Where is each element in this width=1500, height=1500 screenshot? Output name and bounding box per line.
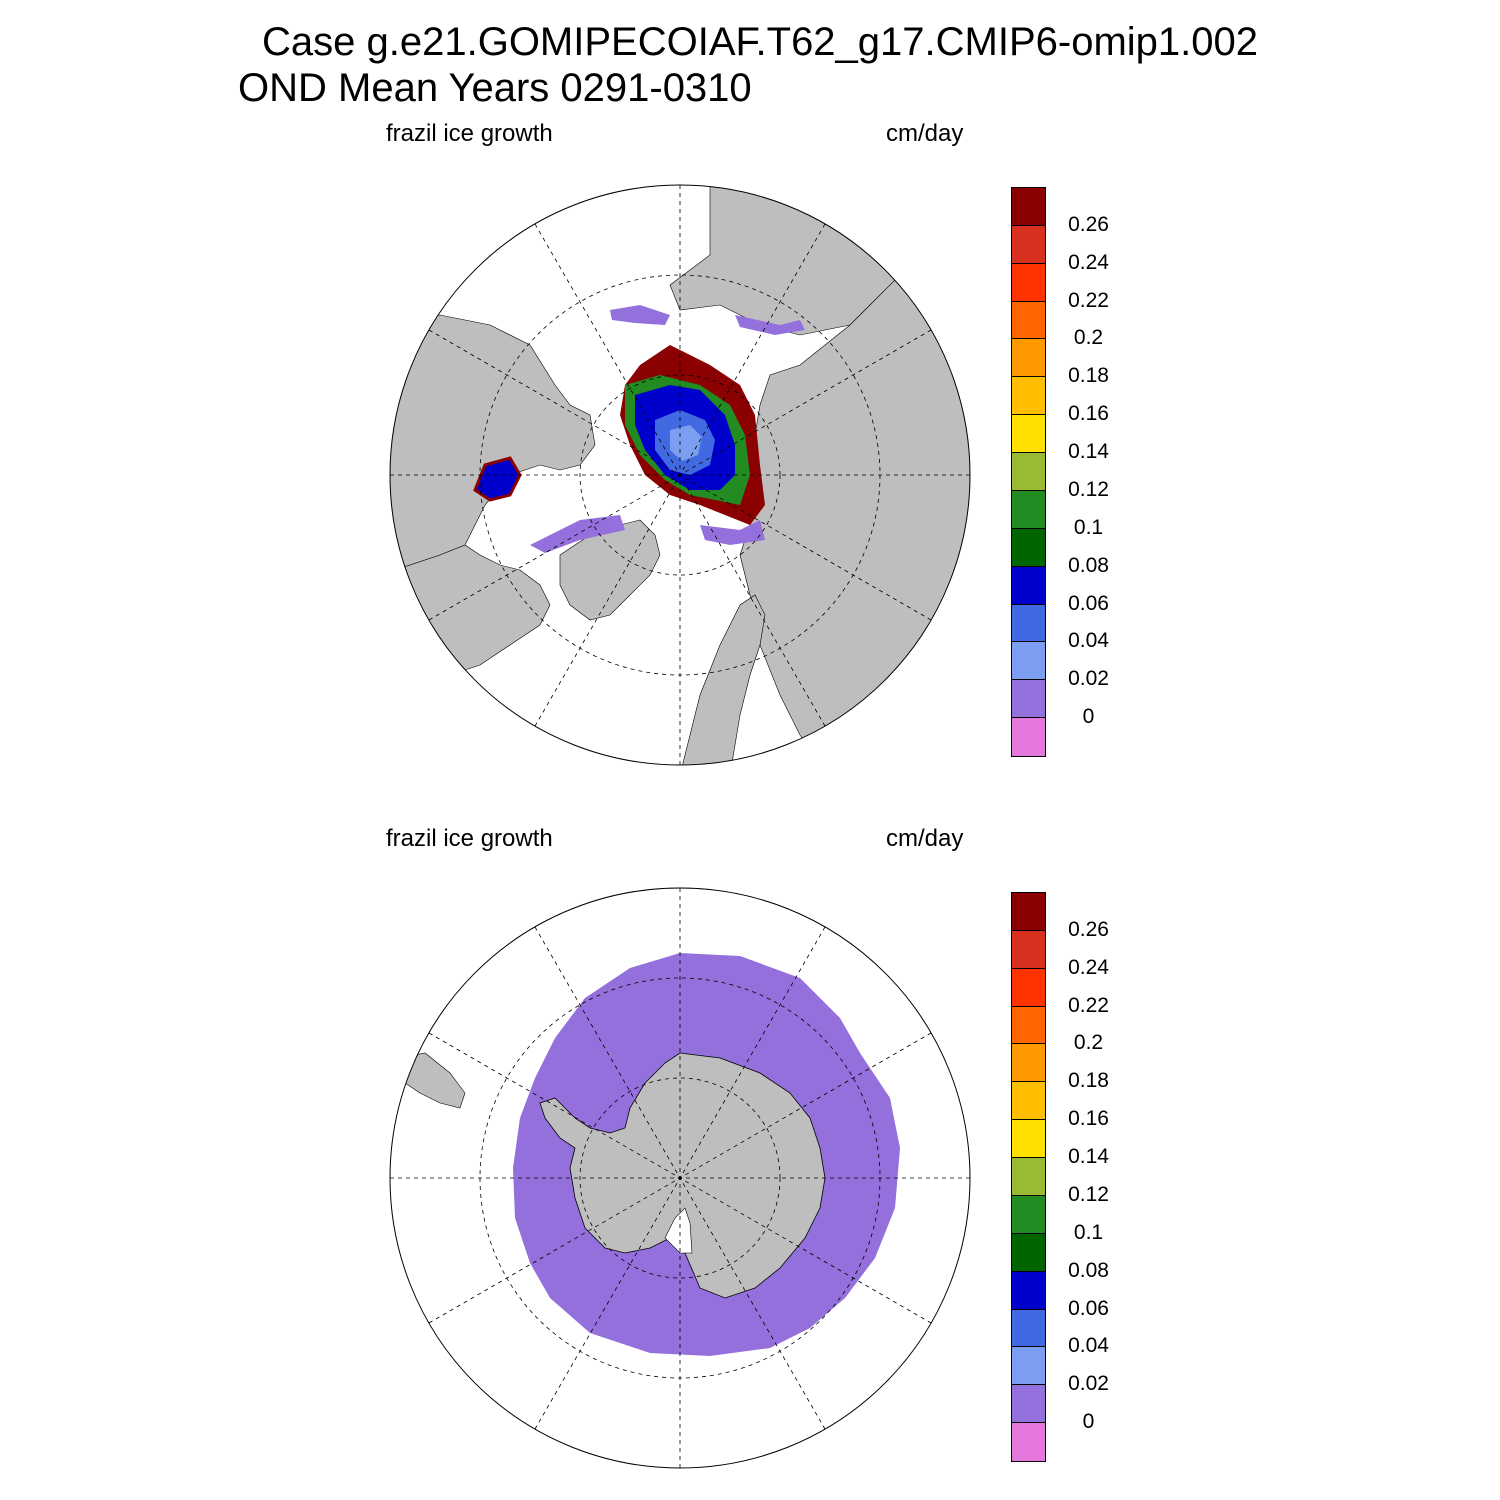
colorbar-tick-label: 0.14 (1068, 440, 1109, 464)
colorbar-swatch (1012, 453, 1045, 491)
colorbar-swatch (1012, 968, 1045, 1007)
antarctic-map-frame (389, 887, 971, 1469)
arctic-ice-lightest-core (670, 425, 702, 461)
colorbar-swatch (1012, 1309, 1045, 1348)
colorbar-swatch (1012, 301, 1045, 340)
colorbar-swatch (1012, 528, 1045, 567)
colorbar-tick-label: 0.22 (1068, 993, 1109, 1017)
barents-purple (700, 520, 765, 545)
colorbar-swatch (1012, 1082, 1045, 1121)
bottom-colorbar-box (1011, 892, 1046, 1462)
colorbar-tick-label: 0.1 (1073, 1220, 1104, 1244)
bering-strip (610, 305, 670, 325)
colorbar-tick-label: 0.16 (1068, 1107, 1109, 1131)
antarctic-graticule (390, 888, 970, 1468)
colorbar-swatch (1012, 1044, 1045, 1083)
antarctic-map (389, 887, 971, 1469)
colorbar-tick-label: 0.2 (1073, 1031, 1104, 1055)
colorbar-swatch (1012, 604, 1045, 643)
colorbar-tick-label: 0.02 (1068, 1372, 1109, 1396)
arctic-map (389, 184, 971, 766)
colorbar-swatch (1012, 1195, 1045, 1234)
top-panel-units-label: cm/day (886, 120, 964, 147)
colorbar-swatch (1012, 930, 1045, 969)
colorbar-tick-label: 0.18 (1068, 364, 1109, 388)
colorbar-tick-label: 0.22 (1068, 288, 1109, 312)
land-scandinavia-europe (679, 594, 766, 765)
colorbar-tick-label: 0.2 (1073, 326, 1104, 350)
bottom-panel-variable-label: frazil ice growth (386, 825, 553, 852)
colorbar-tick-label: 0 (1082, 705, 1095, 729)
colorbar-swatch (1012, 1347, 1045, 1386)
arctic-map-frame (389, 184, 971, 766)
colorbar-swatch (1012, 642, 1045, 681)
colorbar-swatch (1012, 225, 1045, 264)
colorbar-swatch (1012, 1006, 1045, 1045)
colorbar-tick-label: 0.08 (1068, 1258, 1109, 1282)
colorbar-tick-label: 0.12 (1068, 1182, 1109, 1206)
colorbar-tick-label: 0.26 (1068, 917, 1109, 941)
colorbar-swatch (1012, 1120, 1045, 1159)
ross-ice-shelf (664, 1207, 693, 1254)
colorbar-swatch (1012, 1385, 1045, 1424)
colorbar-swatch (1012, 339, 1045, 378)
land-south-america-tip (399, 1052, 466, 1109)
colorbar-tick-label: 0.08 (1068, 553, 1109, 577)
top-colorbar: 0.26 0.24 0.22 0.2 0.18 0.16 0.14 0.12 0.1 0.08 0.… (1011, 187, 1131, 759)
bottom-colorbar: 0.26 0.24 0.22 0.2 0.18 0.16 0.14 0.12 0.1 0.08 0.… (1011, 892, 1131, 1464)
bottom-panel-units-label: cm/day (886, 825, 964, 852)
colorbar-swatch (1012, 566, 1045, 605)
colorbar-swatch (1012, 718, 1045, 756)
colorbar-swatch (1012, 1423, 1045, 1461)
colorbar-swatch (1012, 188, 1045, 226)
colorbar-tick-label: 0.14 (1068, 1145, 1109, 1169)
colorbar-tick-label: 0.24 (1068, 250, 1109, 274)
colorbar-swatch (1012, 1233, 1045, 1272)
hudson-bay-ice (473, 456, 522, 502)
colorbar-tick-label: 0.18 (1068, 1069, 1109, 1093)
top-panel-variable-label: frazil ice growth (386, 120, 553, 147)
colorbar-tick-label: 0.24 (1068, 955, 1109, 979)
colorbar-tick-label: 0.12 (1068, 477, 1109, 501)
colorbar-swatch (1012, 680, 1045, 719)
figure-title-line1: Case g.e21.GOMIPECOIAF.T62_g17.CMIP6-omi… (262, 20, 1259, 64)
colorbar-tick-label: 0.1 (1073, 515, 1104, 539)
top-colorbar-box (1011, 187, 1046, 757)
colorbar-tick-label: 0.02 (1068, 667, 1109, 691)
colorbar-tick-label: 0.06 (1068, 1296, 1109, 1320)
colorbar-swatch (1012, 893, 1045, 931)
colorbar-swatch (1012, 1158, 1045, 1196)
colorbar-tick-label: 0.06 (1068, 591, 1109, 615)
colorbar-swatch (1012, 415, 1045, 454)
colorbar-swatch (1012, 1271, 1045, 1310)
colorbar-swatch (1012, 377, 1045, 416)
colorbar-tick-label: 0.04 (1068, 629, 1109, 653)
colorbar-swatch (1012, 490, 1045, 529)
colorbar-tick-label: 0 (1082, 1410, 1095, 1434)
land-antarctica (539, 1052, 826, 1299)
figure-title-line2: OND Mean Years 0291-0310 (238, 66, 752, 110)
colorbar-swatch (1012, 263, 1045, 302)
colorbar-tick-label: 0.16 (1068, 402, 1109, 426)
okhotsk-strip (735, 315, 805, 335)
colorbar-tick-label: 0.04 (1068, 1334, 1109, 1358)
colorbar-tick-label: 0.26 (1068, 212, 1109, 236)
arctic-graticule (390, 185, 970, 765)
